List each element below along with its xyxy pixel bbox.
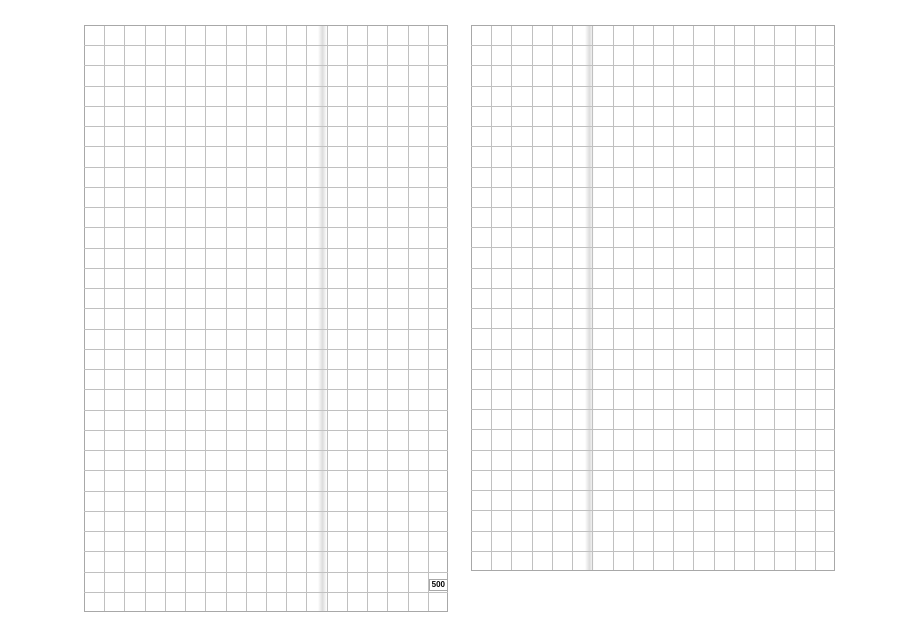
grid-hline bbox=[471, 86, 835, 87]
grid-vline bbox=[124, 25, 125, 612]
grid-vline bbox=[286, 25, 287, 612]
grid-hline bbox=[471, 45, 835, 46]
grid-vline bbox=[447, 25, 448, 612]
grid-hline bbox=[471, 510, 835, 511]
grid-hline bbox=[84, 470, 448, 471]
grid-hline bbox=[471, 167, 835, 168]
grid-hline bbox=[84, 329, 448, 330]
grid-vline bbox=[145, 25, 146, 612]
count-label: 500 bbox=[432, 580, 445, 589]
grid-hline bbox=[84, 268, 448, 269]
grid-hline bbox=[84, 531, 448, 532]
grid-hline bbox=[471, 25, 835, 26]
left-grid bbox=[84, 25, 448, 612]
left-page: 500 bbox=[84, 25, 448, 612]
grid-hline bbox=[84, 611, 448, 612]
grid-hline bbox=[471, 551, 835, 552]
grid-hline bbox=[84, 389, 448, 390]
grid-hline bbox=[84, 369, 448, 370]
grid-hline bbox=[471, 389, 835, 390]
grid-hline bbox=[84, 167, 448, 168]
grid-hline bbox=[84, 430, 448, 431]
grid-hline bbox=[471, 450, 835, 451]
grid-hline bbox=[84, 572, 448, 573]
grid-hline bbox=[84, 450, 448, 451]
grid-hline bbox=[471, 308, 835, 309]
grid-hline bbox=[471, 106, 835, 107]
grid-vline bbox=[408, 25, 409, 612]
grid-hline bbox=[84, 45, 448, 46]
grid-hline bbox=[84, 126, 448, 127]
grid-hline bbox=[471, 429, 835, 430]
grid-hline bbox=[471, 187, 835, 188]
grid-hline bbox=[84, 491, 448, 492]
grid-vline bbox=[387, 25, 388, 612]
grid-hline bbox=[84, 511, 448, 512]
grid-hline bbox=[471, 146, 835, 147]
grid-hline bbox=[471, 328, 835, 329]
grid-hline bbox=[84, 410, 448, 411]
right-page bbox=[471, 25, 835, 571]
grid-hline bbox=[471, 531, 835, 532]
grid-vline bbox=[306, 25, 307, 612]
viewport: 500 bbox=[0, 0, 920, 637]
grid-hline bbox=[471, 207, 835, 208]
grid-hline bbox=[471, 227, 835, 228]
grid-hline bbox=[84, 146, 448, 147]
grid-hline bbox=[84, 207, 448, 208]
grid-vline bbox=[367, 25, 368, 612]
grid-hline bbox=[84, 248, 448, 249]
grid-vline bbox=[266, 25, 267, 612]
grid-vline bbox=[327, 25, 328, 612]
grid-vline bbox=[84, 25, 85, 612]
grid-hline bbox=[471, 247, 835, 248]
grid-vline bbox=[246, 25, 247, 612]
grid-hline bbox=[84, 106, 448, 107]
grid-vline bbox=[165, 25, 166, 612]
grid-hline bbox=[84, 65, 448, 66]
grid-hline bbox=[471, 570, 835, 571]
grid-hline bbox=[471, 369, 835, 370]
grid-hline bbox=[84, 187, 448, 188]
grid-hline bbox=[84, 227, 448, 228]
grid-vline bbox=[104, 25, 105, 612]
grid-hline bbox=[471, 349, 835, 350]
grid-hline bbox=[84, 86, 448, 87]
grid-hline bbox=[84, 551, 448, 552]
grid-vline bbox=[205, 25, 206, 612]
grid-hline bbox=[471, 409, 835, 410]
grid-hline bbox=[471, 470, 835, 471]
grid-hline bbox=[84, 349, 448, 350]
page-fold bbox=[318, 25, 327, 612]
grid-vline bbox=[428, 25, 429, 612]
grid-hline bbox=[84, 592, 448, 593]
grid-hline bbox=[84, 25, 448, 26]
grid-hline bbox=[471, 288, 835, 289]
grid-hline bbox=[471, 268, 835, 269]
count-box: 500 bbox=[429, 579, 448, 591]
grid-hline bbox=[84, 308, 448, 309]
grid-hline bbox=[84, 288, 448, 289]
grid-vline bbox=[347, 25, 348, 612]
grid-vline bbox=[226, 25, 227, 612]
grid-hline bbox=[471, 490, 835, 491]
grid-vline bbox=[185, 25, 186, 612]
grid-hline bbox=[471, 65, 835, 66]
grid-hline bbox=[471, 126, 835, 127]
right-grid bbox=[471, 25, 835, 571]
